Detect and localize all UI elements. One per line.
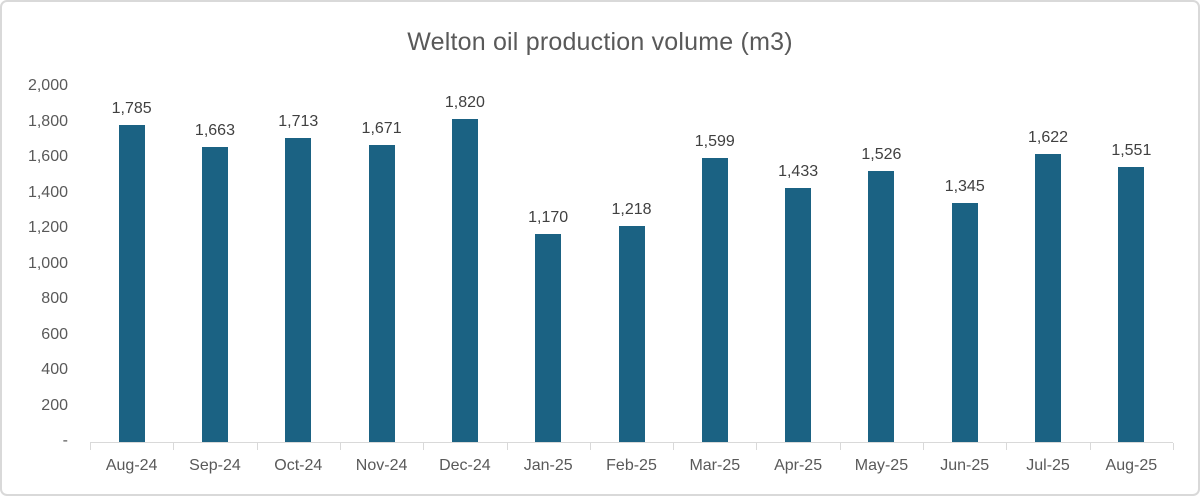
y-axis-label: -	[62, 432, 68, 449]
x-axis-label: Dec-24	[439, 457, 491, 474]
x-axis-label: Jan-25	[523, 457, 573, 474]
bar-value-label: 1,218	[611, 201, 652, 218]
y-axis-label: 1,200	[27, 219, 68, 236]
x-axis-line	[90, 442, 1173, 443]
bar	[118, 125, 145, 442]
bar-value-label: 1,663	[194, 122, 235, 139]
bar	[701, 158, 728, 442]
bar	[1118, 167, 1145, 442]
x-axis-label: Apr-25	[774, 457, 823, 474]
x-axis-label: Mar-25	[689, 457, 741, 474]
bar-value-label: 1,345	[944, 178, 985, 195]
x-axis-tick	[173, 443, 175, 450]
x-axis-label: Oct-24	[274, 457, 323, 474]
bar-value-label: 1,526	[861, 146, 902, 163]
y-axis-label: 1,400	[27, 183, 68, 201]
bar-value-label: 1,785	[111, 100, 152, 117]
x-axis-tick	[90, 443, 91, 450]
x-axis-label: May-25	[854, 457, 909, 474]
bar	[201, 147, 228, 442]
x-axis-tick	[1089, 443, 1091, 450]
x-axis-tick	[1006, 443, 1008, 450]
x-axis-tick	[339, 443, 341, 450]
x-axis-tick	[1173, 443, 1174, 450]
bar	[368, 145, 395, 442]
y-axis-label: 1,600	[27, 148, 68, 165]
x-axis-label: Jun-25	[940, 457, 990, 474]
bar-value-label: 1,599	[694, 133, 735, 150]
bar-value-label: 1,433	[778, 163, 819, 180]
bar-value-label: 1,170	[528, 209, 569, 226]
bar	[951, 203, 978, 442]
bar-value-label: 1,713	[278, 113, 319, 130]
bar-value-label: 1,622	[1028, 129, 1069, 146]
bar-value-label: 1,820	[444, 94, 485, 111]
bar	[785, 188, 812, 442]
x-axis-label: Aug-24	[105, 457, 158, 474]
y-axis-label: 200	[41, 396, 68, 414]
bar	[618, 226, 645, 442]
y-axis-label: 400	[41, 361, 68, 378]
bar	[535, 234, 562, 442]
bar	[285, 138, 312, 442]
x-axis-label: Aug-25	[1105, 457, 1158, 474]
x-axis-tick	[506, 443, 508, 450]
x-axis-tick	[423, 443, 425, 450]
x-axis-label: Feb-25	[606, 457, 657, 474]
chart-title: Welton oil production volume (m3)	[407, 28, 793, 56]
y-axis-label: 2,000	[27, 77, 68, 94]
bar-value-label: 1,551	[1111, 142, 1152, 159]
x-axis-tick	[589, 443, 591, 450]
bar	[1035, 154, 1062, 442]
x-axis-tick	[673, 443, 675, 450]
bar	[868, 171, 895, 442]
x-axis-tick	[256, 443, 258, 450]
bar-value-label: 1,671	[361, 120, 402, 137]
y-axis-label: 1,000	[27, 254, 68, 272]
y-axis-label: 600	[41, 325, 68, 343]
x-axis-label: Sep-24	[189, 457, 241, 474]
y-axis-label: 800	[41, 290, 68, 307]
x-axis-tick	[923, 443, 925, 450]
y-axis-label: 1,800	[27, 112, 68, 130]
x-axis-label: Jul-25	[1026, 457, 1070, 474]
x-axis-tick	[756, 443, 758, 450]
x-axis-tick	[839, 443, 841, 450]
x-axis-label: Nov-24	[355, 457, 408, 474]
bar	[451, 119, 478, 442]
